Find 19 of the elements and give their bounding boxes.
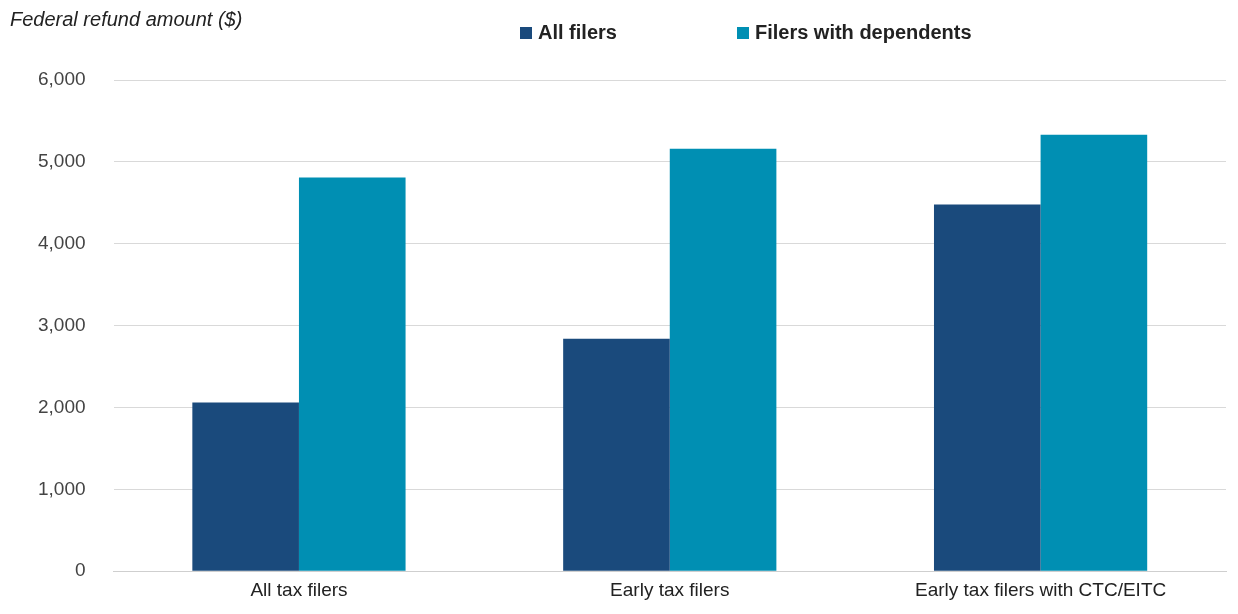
y-tick-label: 3,000 xyxy=(38,313,86,335)
y-axis-title: Federal refund amount ($) xyxy=(10,8,243,31)
x-tick-label: Early tax filers with CTC/EITC xyxy=(914,578,1167,600)
y-tick-label: 2,000 xyxy=(38,395,86,417)
bar xyxy=(669,148,777,571)
x-tick-label: All tax filers xyxy=(250,578,348,600)
y-tick-label: 6,000 xyxy=(38,68,86,90)
bar xyxy=(933,204,1041,571)
bar xyxy=(192,402,299,571)
legend-label: All filers xyxy=(537,21,617,44)
x-tick-label: Early tax filers xyxy=(610,578,730,600)
y-tick-label: 5,000 xyxy=(38,150,86,172)
y-tick-label: 4,000 xyxy=(38,231,86,253)
bar xyxy=(298,177,406,571)
bar xyxy=(563,338,670,571)
y-tick-label: 1,000 xyxy=(38,477,86,499)
bar xyxy=(1040,134,1148,571)
legend-label: Filers with dependents xyxy=(753,21,972,44)
y-tick-label: 0 xyxy=(74,559,86,581)
